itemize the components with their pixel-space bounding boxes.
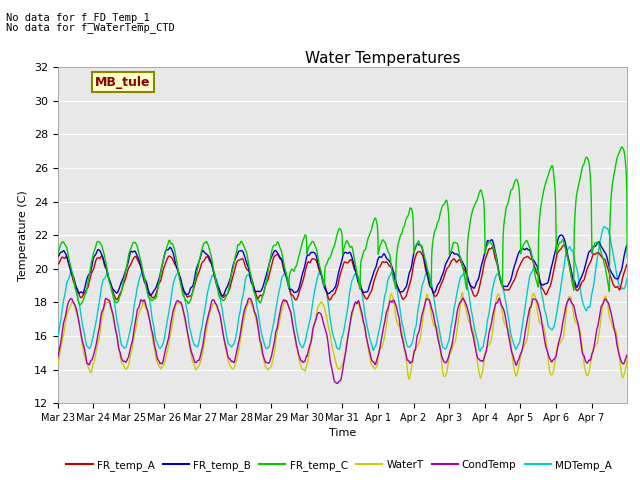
- X-axis label: Time: Time: [329, 429, 356, 438]
- Text: No data for f_WaterTemp_CTD: No data for f_WaterTemp_CTD: [6, 22, 175, 33]
- Legend: FR_temp_A, FR_temp_B, FR_temp_C, WaterT, CondTemp, MDTemp_A: FR_temp_A, FR_temp_B, FR_temp_C, WaterT,…: [62, 456, 616, 475]
- Title: Water Temperatures: Water Temperatures: [305, 51, 460, 66]
- Text: MB_tule: MB_tule: [95, 76, 151, 89]
- Y-axis label: Temperature (C): Temperature (C): [18, 190, 28, 281]
- Text: No data for f_FD_Temp_1: No data for f_FD_Temp_1: [6, 12, 150, 23]
